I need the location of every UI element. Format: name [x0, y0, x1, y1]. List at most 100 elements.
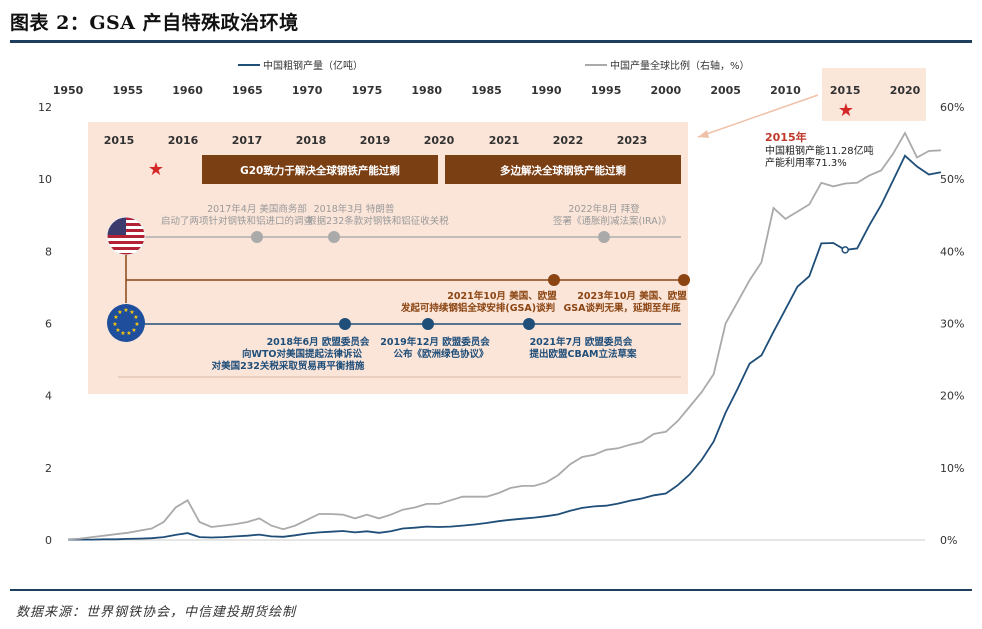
marker-2015 — [841, 246, 849, 254]
timeline-year-label: 2023 — [617, 134, 648, 147]
svg-text:★: ★ — [117, 309, 122, 316]
gsa-note-2021-line1: 2021年10月 美国、欧盟 — [447, 290, 557, 302]
gsa-event-2023 — [678, 274, 690, 286]
x-tick-label: 1980 — [411, 84, 442, 97]
svg-text:★: ★ — [134, 321, 139, 328]
x-tick-label: 2020 — [890, 84, 921, 97]
y-left-tick-label: 0 — [45, 534, 52, 547]
legend-label-share: 中国产量全球比例（右轴，%） — [610, 59, 750, 72]
eu-note-2021-line2: 提出欧盟CBAM立法草案 — [529, 348, 637, 360]
timeline-year-label: 2018 — [296, 134, 327, 147]
y-right-tick-label: 30% — [940, 318, 964, 331]
multilateral-bar-label: 多边解决全球钢铁产能过剩 — [500, 164, 626, 177]
y-right-tick-label: 40% — [940, 245, 964, 258]
eu-event-2019 — [422, 318, 434, 330]
annotation-capacity: 中国粗钢产能11.28亿吨 — [765, 144, 874, 157]
x-tick-label: 2010 — [770, 84, 801, 97]
us-flag-icon — [106, 216, 146, 256]
timeline-year-label: 2015 — [104, 134, 135, 147]
gsa-note-2023-line1: 2023年10月 美国、欧盟 — [577, 290, 687, 302]
x-tick-label: 1970 — [292, 84, 323, 97]
x-tick-label: 1950 — [53, 84, 84, 97]
eu-note-2018-line2: 向WTO对美国提起法律诉讼 — [242, 348, 363, 360]
us-event-2018 — [328, 231, 340, 243]
eu-note-2019-line2: 公布《欧洲绿色协议》 — [393, 348, 488, 360]
gsa-event-2021 — [548, 274, 560, 286]
x-tick-label: 2015 — [830, 84, 861, 97]
eu-note-2019-line1: 2019年12月 欧盟委员会 — [380, 336, 490, 348]
g20-bar — [202, 155, 438, 184]
annotation-utilization: 产能利用率71.3% — [765, 156, 847, 169]
x-tick-label: 1960 — [172, 84, 203, 97]
legend-label-steel: 中国粗钢产量（亿吨） — [263, 59, 363, 72]
svg-text:★: ★ — [131, 327, 136, 334]
x-tick-label: 1990 — [531, 84, 562, 97]
annotation-year: 2015年 — [765, 130, 807, 144]
svg-text:★: ★ — [123, 307, 128, 314]
x-tick-label: 1985 — [471, 84, 502, 97]
y-left-tick-label: 12 — [38, 101, 52, 114]
x-tick-label: 1975 — [352, 84, 383, 97]
svg-text:★: ★ — [120, 330, 125, 337]
svg-text:★: ★ — [113, 314, 118, 321]
eu-event-2018 — [339, 318, 351, 330]
y-left-tick-label: 10 — [38, 173, 52, 186]
y-left-tick-label: 2 — [45, 462, 52, 475]
axes: 1950 1955 1960 1965 1970 1975 1980 1985 1990 1995… — [38, 84, 964, 547]
y-right-tick-label: 20% — [940, 390, 964, 403]
timeline-years: 2015 2016 2017 2018 2019 2020 2021 2022 2023 — [104, 134, 648, 147]
y-right-tick-label: 60% — [940, 101, 964, 114]
us-note-2017-line1: 2017年4月 美国商务部 — [207, 203, 307, 215]
footer-divider — [10, 589, 972, 591]
svg-text:★: ★ — [129, 309, 134, 316]
timeline-year-label: 2017 — [232, 134, 263, 147]
callout-arrow-head — [698, 130, 709, 138]
timeline-year-label: 2019 — [360, 134, 391, 147]
eu-event-2021 — [523, 318, 535, 330]
x-tick-label: 1955 — [112, 84, 143, 97]
y-right-tick-label: 10% — [940, 462, 964, 475]
y-right-tick-label: 50% — [940, 173, 964, 186]
multilateral-bar — [445, 155, 681, 184]
g20-bar-label: G20致力于解决全球钢铁产能过剩 — [240, 164, 400, 177]
eu-note-2018-line1: 2018年6月 欧盟委员会 — [267, 336, 370, 348]
lines — [67, 131, 942, 541]
us-note-2017-line2: 启动了两项针对钢铁和铝进口的调查 — [161, 215, 314, 227]
x-tick-label: 2005 — [710, 84, 741, 97]
timeline-year-label: 2022 — [553, 134, 584, 147]
annotation-2015: 2015年 中国粗钢产能11.28亿吨 产能利用率71.3% ★ — [697, 94, 874, 169]
global-share-line — [67, 131, 941, 541]
svg-text:★: ★ — [126, 330, 131, 337]
eu-note-2018-line3: 对美国232关税采取贸易再平衡措施 — [212, 360, 365, 372]
timeline: 2015 2016 2017 2018 2019 2020 2021 2022 2023 ★ G… — [104, 134, 690, 378]
us-note-2018-line2: 根据232条款对钢铁和铝征收关税 — [307, 215, 449, 227]
x-tick-label: 2000 — [651, 84, 682, 97]
y-right-tick-label: 0% — [940, 534, 957, 547]
y-left-tick-label: 6 — [45, 318, 52, 331]
y-left-tick-label: 4 — [45, 390, 52, 403]
us-note-2022-line2: 签署《通胀削减法案(IRA)》 — [553, 215, 671, 227]
timeline-year-label: 2020 — [424, 134, 455, 147]
gsa-note-2021-line2: 发起可持续钢铝全球安排(GSA)谈判 — [400, 302, 555, 314]
svg-text:★: ★ — [133, 314, 138, 321]
us-note-2022-line1: 2022年8月 拜登 — [568, 203, 640, 215]
eu-flag-icon: ★ ★★ ★★★ ★★★ ★★ — [107, 304, 145, 342]
us-note-2018-line1: 2018年3月 特朗普 — [314, 203, 395, 215]
timeline-year-label: 2021 — [489, 134, 520, 147]
svg-text:★: ★ — [112, 321, 117, 328]
star-icon: ★ — [838, 100, 854, 121]
x-tick-label: 1965 — [232, 84, 263, 97]
title-divider — [10, 40, 972, 43]
source-note: 数据来源：世界钢铁协会，中信建投期货绘制 — [16, 605, 297, 620]
zoom-callout-panel — [822, 68, 926, 121]
gsa-note-2023-line2: GSA谈判无果，延期至年底 — [564, 302, 681, 314]
timeline-year-label: 2016 — [168, 134, 199, 147]
figure-title: 图表 2：GSA 产自特殊政治环境 — [10, 12, 299, 34]
star-icon: ★ — [148, 159, 164, 180]
svg-text:★: ★ — [115, 327, 120, 334]
us-event-2017 — [251, 231, 263, 243]
y-left-tick-label: 8 — [45, 245, 52, 258]
x-tick-label: 1995 — [591, 84, 622, 97]
legend: 中国粗钢产量（亿吨） 中国产量全球比例（右轴，%） — [238, 59, 750, 72]
